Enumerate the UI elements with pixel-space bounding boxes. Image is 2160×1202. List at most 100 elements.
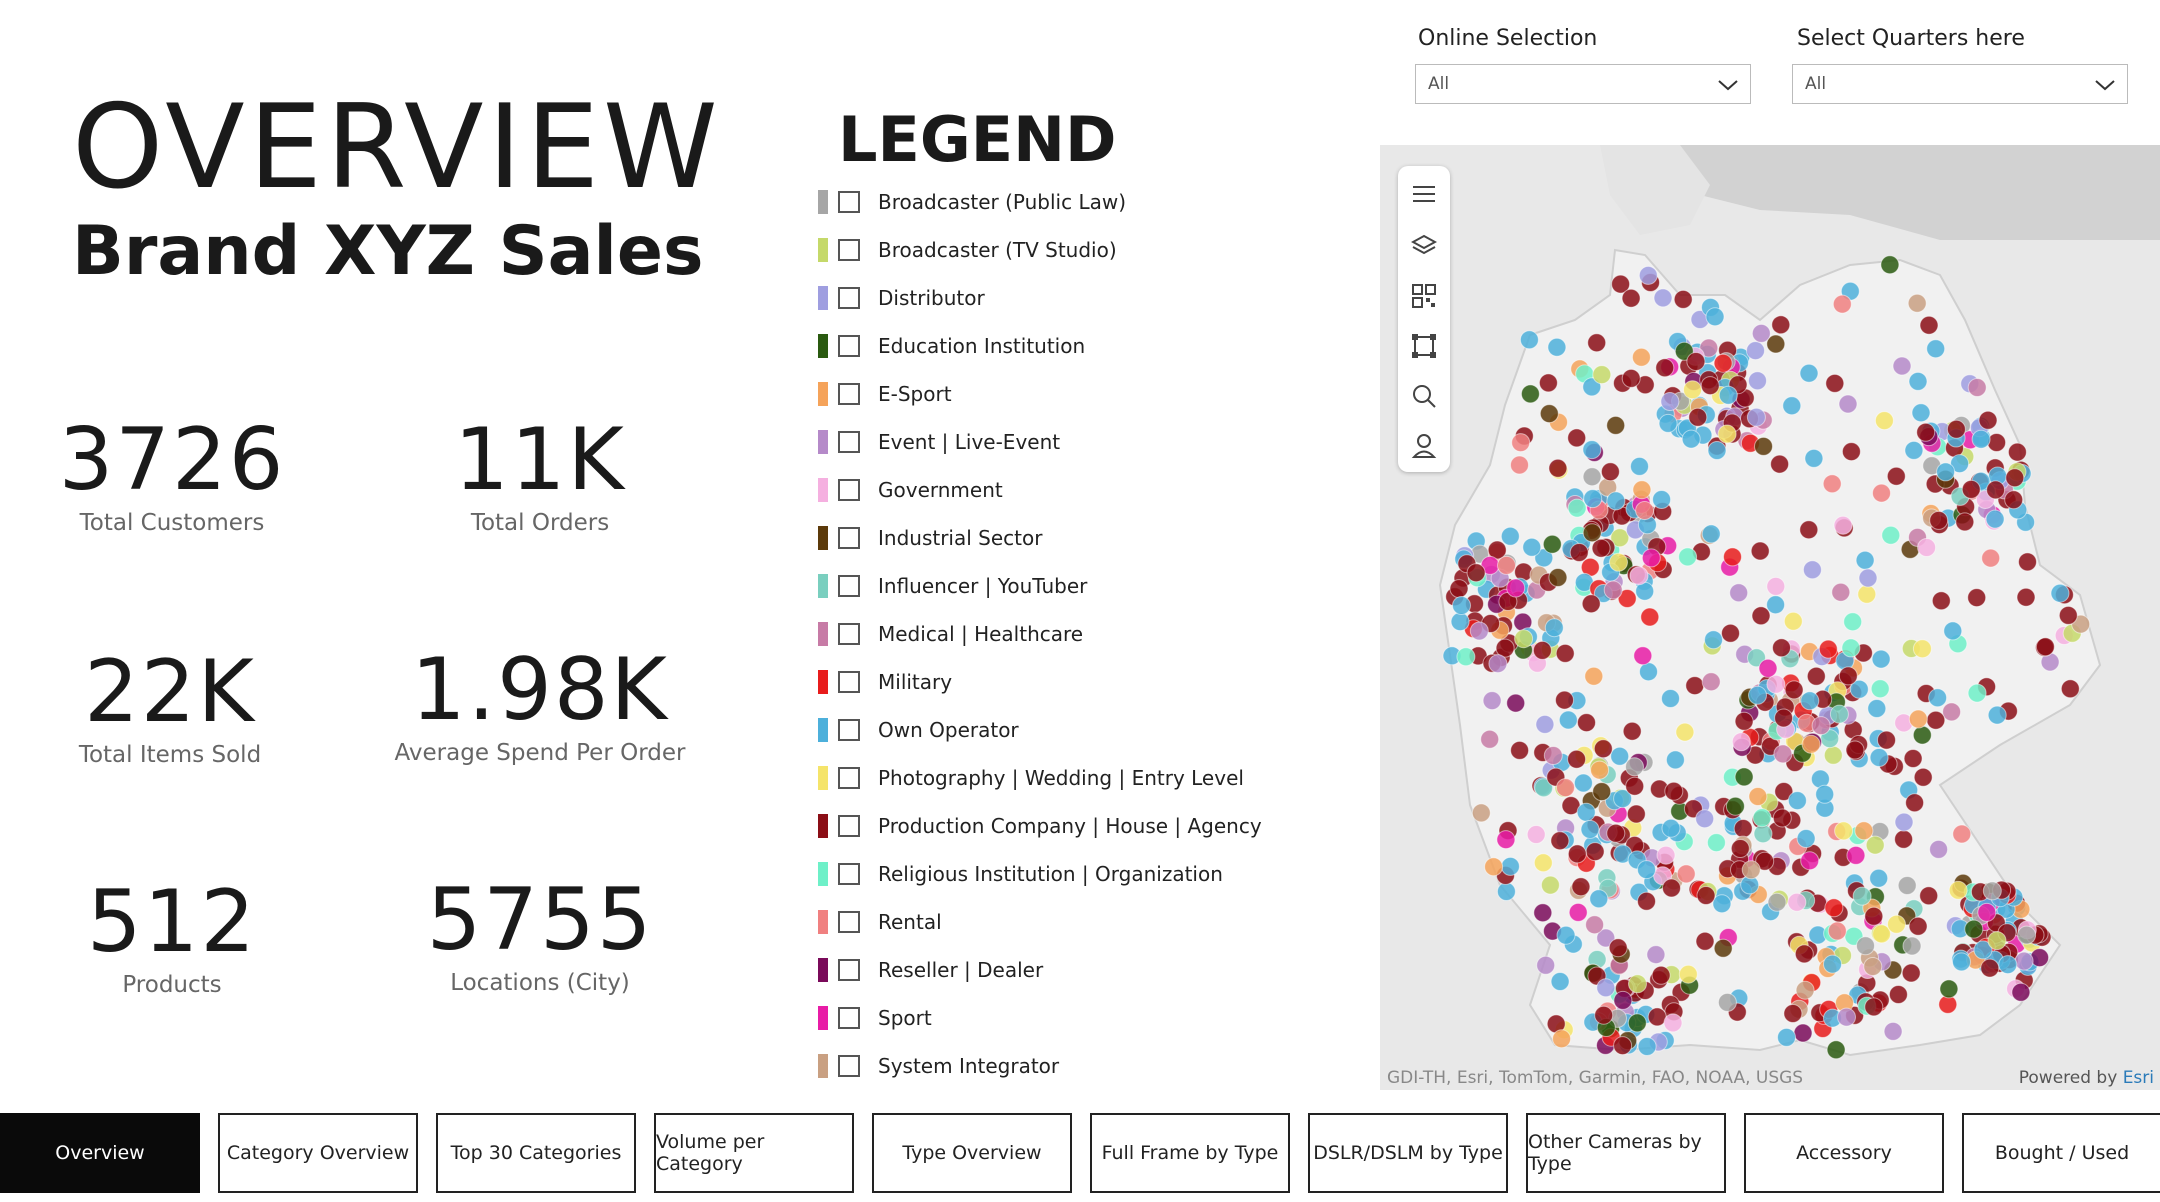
location-dot[interactable] <box>1967 683 1987 703</box>
location-dot[interactable] <box>1496 830 1516 850</box>
location-dot[interactable] <box>1770 454 1790 474</box>
location-dot[interactable] <box>1881 525 1901 545</box>
legend-item[interactable]: Sport <box>818 994 1338 1042</box>
location-dot[interactable] <box>1500 856 1520 876</box>
location-dot[interactable] <box>1510 740 1530 760</box>
tab-dslr-dslm-by-type[interactable]: DSLR/DSLM by Type <box>1308 1113 1508 1193</box>
location-dot[interactable] <box>1748 685 1767 705</box>
location-dot[interactable] <box>1532 640 1552 660</box>
location-dot[interactable] <box>1874 411 1894 431</box>
location-dot[interactable] <box>1928 688 1948 708</box>
location-dot[interactable] <box>1591 538 1611 558</box>
location-dot[interactable] <box>1590 760 1610 780</box>
location-dot[interactable] <box>1782 396 1802 416</box>
location-dot[interactable] <box>1526 825 1546 844</box>
location-dot[interactable] <box>1610 528 1630 548</box>
location-dot[interactable] <box>1685 676 1705 696</box>
location-dot[interactable] <box>1637 860 1656 880</box>
tab-overview[interactable]: Overview <box>0 1113 200 1193</box>
legend-item[interactable]: E-Sport <box>818 370 1338 418</box>
location-dot[interactable] <box>1902 936 1922 956</box>
location-dot[interactable] <box>1558 710 1578 730</box>
location-dot[interactable] <box>1766 334 1786 354</box>
location-dot[interactable] <box>1919 886 1939 906</box>
location-dot[interactable] <box>1568 902 1588 922</box>
location-dot[interactable] <box>1706 833 1726 853</box>
location-dot[interactable] <box>1796 829 1816 848</box>
location-dot[interactable] <box>1905 793 1925 813</box>
location-dot[interactable] <box>1753 824 1773 844</box>
legend-item[interactable]: Event | Live-Event <box>818 418 1338 466</box>
location-dot[interactable] <box>1852 886 1872 906</box>
legend-checkbox[interactable] <box>838 287 860 309</box>
location-dot[interactable] <box>1952 824 1972 844</box>
location-dot[interactable] <box>1580 819 1600 839</box>
legend-checkbox[interactable] <box>838 479 860 501</box>
location-dot[interactable] <box>1767 892 1787 912</box>
legend-item[interactable]: Religious Institution | Organization <box>818 850 1338 898</box>
location-dot[interactable] <box>1908 916 1928 936</box>
legend-item[interactable]: Government <box>818 466 1338 514</box>
location-dot[interactable] <box>1800 691 1820 711</box>
location-dot[interactable] <box>2011 982 2031 1002</box>
legend-item[interactable]: Industrial Sector <box>818 514 1338 562</box>
location-dot[interactable] <box>1952 952 1971 972</box>
location-dot[interactable] <box>2060 679 2080 699</box>
location-dot[interactable] <box>1870 679 1890 699</box>
location-dot[interactable] <box>2058 605 2078 625</box>
legend-item[interactable]: Military <box>818 658 1338 706</box>
location-dot[interactable] <box>1567 498 1587 518</box>
location-dot[interactable] <box>1823 745 1843 765</box>
location-dot[interactable] <box>1534 548 1554 568</box>
location-dot[interactable] <box>1520 384 1540 404</box>
location-dot[interactable] <box>1721 623 1740 643</box>
location-dot[interactable] <box>1838 666 1858 686</box>
location-dot[interactable] <box>1663 1013 1683 1033</box>
location-dot[interactable] <box>1480 729 1500 749</box>
location-dot[interactable] <box>1831 582 1851 602</box>
location-dot[interactable] <box>1950 454 1970 474</box>
location-dot[interactable] <box>1603 580 1623 600</box>
location-dot[interactable] <box>1608 938 1628 958</box>
location-dot[interactable] <box>1678 547 1698 567</box>
location-dot[interactable] <box>2035 637 2055 657</box>
location-dot[interactable] <box>1985 509 2005 529</box>
location-dot[interactable] <box>1734 711 1754 731</box>
legend-item[interactable]: System Integrator <box>818 1042 1338 1090</box>
location-dot[interactable] <box>1777 1027 1796 1047</box>
location-dot[interactable] <box>1543 746 1563 765</box>
location-dot[interactable] <box>1908 371 1928 391</box>
location-dot[interactable] <box>1621 368 1641 388</box>
location-dot[interactable] <box>1901 963 1921 983</box>
location-dot[interactable] <box>1887 914 1906 934</box>
location-dot[interactable] <box>1665 750 1685 770</box>
location-dot[interactable] <box>1904 440 1924 460</box>
location-dot[interactable] <box>1542 534 1562 554</box>
location-dot[interactable] <box>1912 725 1932 745</box>
location-dot[interactable] <box>1567 428 1587 448</box>
location-dot[interactable] <box>1942 702 1962 722</box>
location-dot[interactable] <box>1871 649 1891 669</box>
location-dot[interactable] <box>1617 589 1637 608</box>
location-dot[interactable] <box>1926 339 1946 359</box>
location-dot[interactable] <box>1695 931 1715 951</box>
location-dot[interactable] <box>1961 479 1981 499</box>
location-dot[interactable] <box>1681 429 1701 449</box>
location-dot[interactable] <box>1609 552 1628 572</box>
location-dot[interactable] <box>2018 552 2037 572</box>
location-dot[interactable] <box>1717 424 1737 444</box>
location-dot[interactable] <box>1863 957 1883 976</box>
location-dot[interactable] <box>1519 330 1539 350</box>
location-dot[interactable] <box>1646 945 1666 965</box>
location-dot[interactable] <box>1538 373 1558 393</box>
location-dot[interactable] <box>1967 588 1987 608</box>
legend-item[interactable]: Photography | Wedding | Entry Level <box>818 754 1338 802</box>
location-dot[interactable] <box>1660 392 1680 411</box>
location-dot[interactable] <box>1880 255 1900 275</box>
legend-checkbox[interactable] <box>838 719 860 741</box>
location-dot[interactable] <box>1811 716 1831 736</box>
location-dot[interactable] <box>1592 365 1612 385</box>
legend-checkbox[interactable] <box>838 527 860 549</box>
legend-checkbox[interactable] <box>838 767 860 789</box>
location-dot[interactable] <box>1824 898 1844 918</box>
